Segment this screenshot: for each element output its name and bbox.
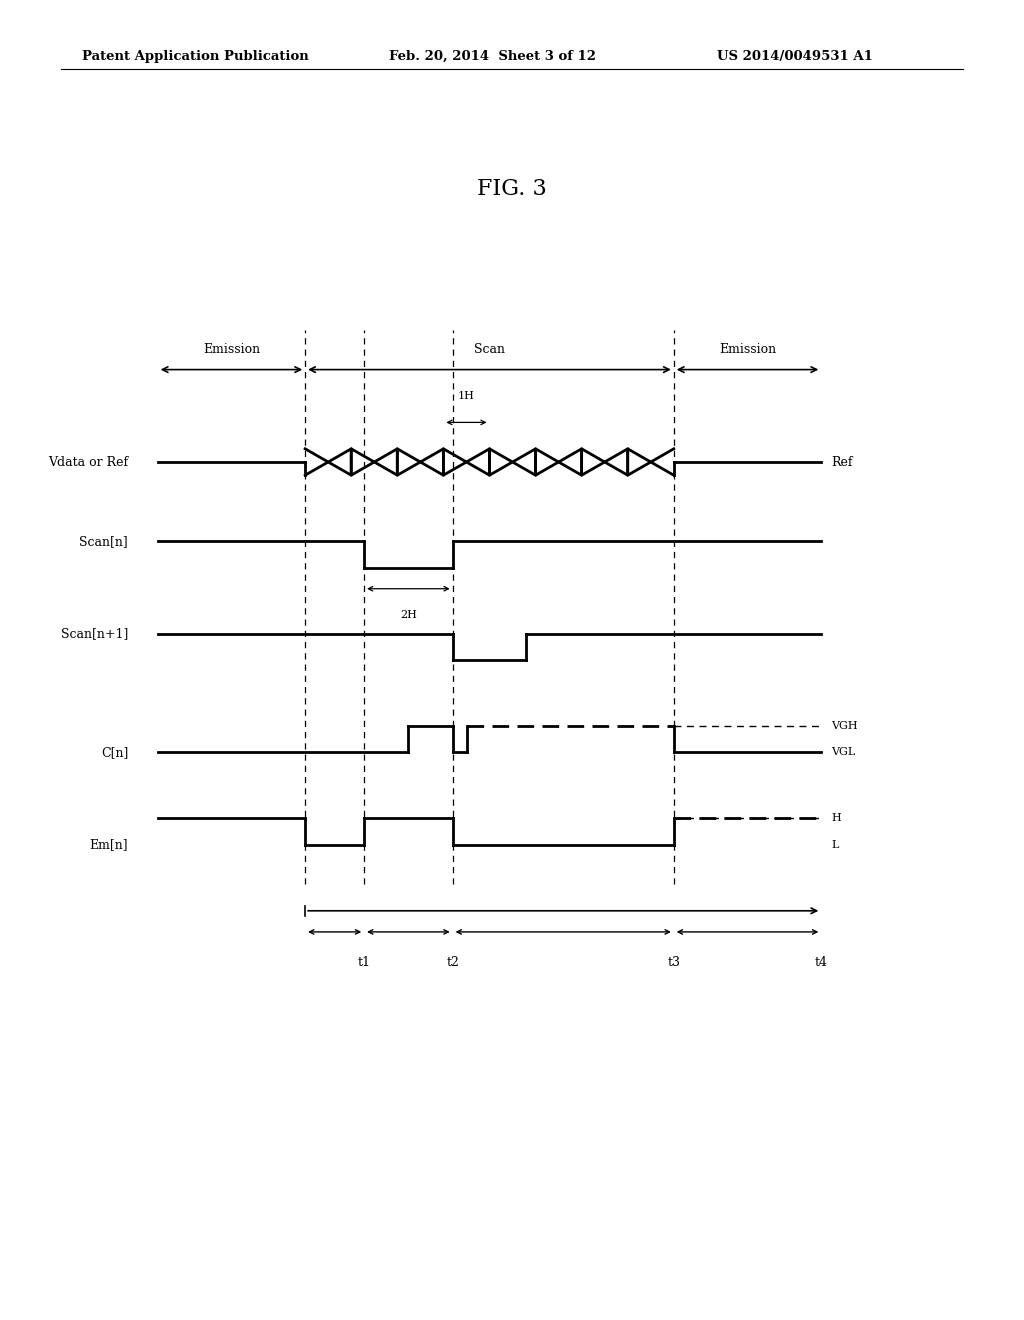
Text: Vdata or Ref: Vdata or Ref	[48, 455, 128, 469]
Text: Scan[n+1]: Scan[n+1]	[60, 627, 128, 640]
Text: L: L	[831, 840, 839, 850]
Text: FIG. 3: FIG. 3	[477, 178, 547, 201]
Text: Em[n]: Em[n]	[89, 838, 128, 851]
Text: Patent Application Publication: Patent Application Publication	[82, 50, 308, 63]
Text: Scan: Scan	[474, 343, 505, 356]
Text: 1H: 1H	[458, 391, 475, 401]
Text: t2: t2	[446, 956, 459, 969]
Text: VGH: VGH	[831, 721, 858, 731]
Text: VGL: VGL	[831, 747, 855, 758]
Text: C[n]: C[n]	[100, 746, 128, 759]
Text: Emission: Emission	[719, 343, 776, 356]
Text: Ref: Ref	[831, 455, 853, 469]
Text: Emission: Emission	[203, 343, 260, 356]
Text: Scan[n]: Scan[n]	[80, 535, 128, 548]
Text: 2H: 2H	[400, 610, 417, 620]
Text: t3: t3	[668, 956, 680, 969]
Text: H: H	[831, 813, 841, 824]
Text: t4: t4	[815, 956, 827, 969]
Text: t1: t1	[357, 956, 371, 969]
Text: US 2014/0049531 A1: US 2014/0049531 A1	[717, 50, 872, 63]
Text: Feb. 20, 2014  Sheet 3 of 12: Feb. 20, 2014 Sheet 3 of 12	[389, 50, 596, 63]
